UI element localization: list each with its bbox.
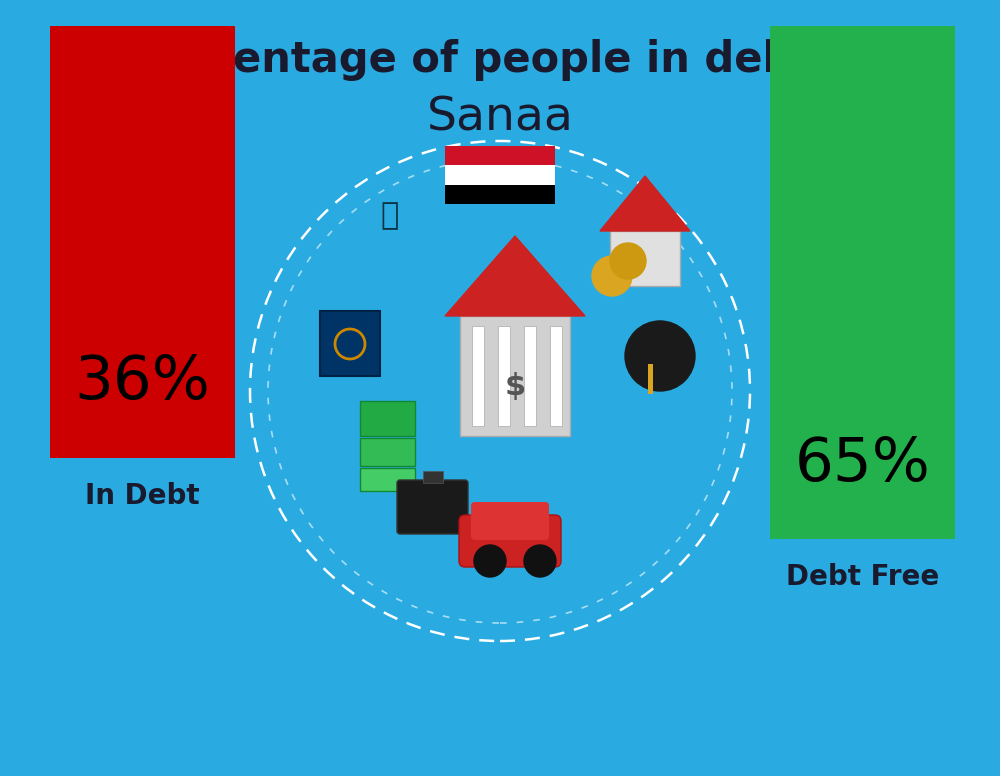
Bar <box>423 471 443 483</box>
Bar <box>498 326 510 426</box>
Bar <box>445 165 555 185</box>
Text: Percentage of people in debt in: Percentage of people in debt in <box>129 39 871 81</box>
Circle shape <box>250 141 750 641</box>
Bar <box>610 231 680 286</box>
Bar <box>550 326 562 426</box>
Polygon shape <box>600 176 690 231</box>
Text: 🦅: 🦅 <box>381 202 399 230</box>
Circle shape <box>524 545 556 577</box>
Bar <box>445 146 555 165</box>
FancyBboxPatch shape <box>459 515 561 567</box>
FancyBboxPatch shape <box>397 480 468 534</box>
Polygon shape <box>445 236 585 316</box>
Bar <box>360 401 415 436</box>
Text: 65%: 65% <box>795 435 930 494</box>
Polygon shape <box>630 321 690 356</box>
Bar <box>50 26 235 458</box>
Circle shape <box>474 545 506 577</box>
Bar <box>445 185 555 204</box>
Circle shape <box>625 321 695 391</box>
Text: Sanaa: Sanaa <box>427 95 573 140</box>
Bar <box>460 316 570 436</box>
Bar <box>524 326 536 426</box>
Bar <box>360 438 415 466</box>
Text: In Debt: In Debt <box>85 482 200 510</box>
Text: 36%: 36% <box>75 354 210 413</box>
Text: $: $ <box>504 372 526 400</box>
Bar <box>360 468 415 491</box>
Text: Debt Free: Debt Free <box>786 563 939 591</box>
Bar <box>472 326 484 426</box>
Circle shape <box>592 256 632 296</box>
Bar <box>320 311 380 376</box>
Bar <box>770 26 955 539</box>
Bar <box>648 364 653 394</box>
Circle shape <box>610 243 646 279</box>
FancyBboxPatch shape <box>471 502 549 540</box>
